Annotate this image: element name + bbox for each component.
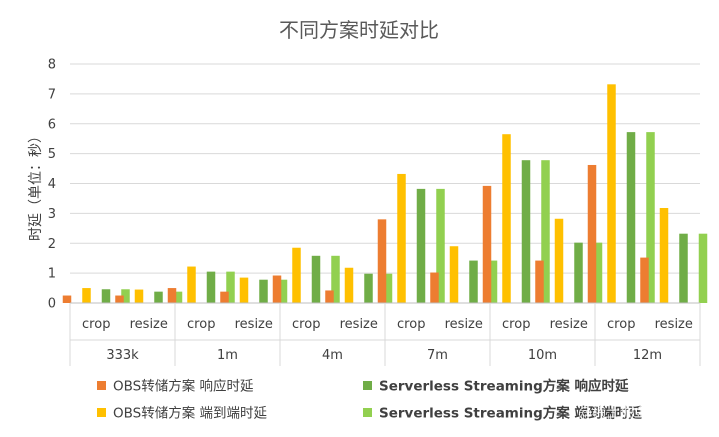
bar-4m-crop-series-4 — [331, 255, 340, 303]
y-axis-label: 时延（单位：秒） — [28, 129, 44, 241]
y-tick-label: 7 — [48, 87, 56, 102]
bar-7m-resize-series-1 — [430, 272, 439, 303]
bar-1m-resize-series-1 — [220, 291, 229, 303]
legend-label: Serverless Streaming方案 响应时延 — [379, 378, 629, 395]
y-tick-label: 6 — [48, 117, 56, 132]
bar-4m-resize-series-1 — [325, 290, 334, 303]
y-tick-label: 2 — [48, 237, 56, 252]
y-tick-label: 4 — [48, 177, 56, 192]
bar-12m-crop-series-2 — [607, 84, 616, 303]
bar-12m-crop-series-3 — [626, 132, 636, 303]
y-tick-label: 1 — [48, 267, 56, 282]
x-subcategory-label: crop — [397, 317, 425, 332]
bar-7m-resize-series-4 — [488, 260, 498, 303]
x-group-label: 7m — [427, 348, 448, 363]
legend-label: Serverless Streaming方案 端到端时延 — [379, 405, 642, 422]
bar-333k-resize-series-1 — [115, 295, 124, 303]
bar-7m-crop-series-2 — [397, 173, 406, 303]
x-subcategory-label: crop — [187, 317, 215, 332]
x-group-label: 12m — [633, 348, 662, 363]
bar-1m-crop-series-3 — [206, 271, 216, 303]
bar-7m-resize-series-3 — [469, 260, 478, 303]
bar-10m-resize-series-1 — [535, 260, 544, 303]
x-subcategory-label: crop — [292, 317, 320, 332]
bar-12m-resize-series-2 — [659, 207, 669, 303]
bar-333k-crop-series-4 — [121, 289, 130, 303]
x-subcategory-label: crop — [502, 317, 530, 332]
bar-4m-resize-series-4 — [383, 273, 393, 303]
bar-1m-crop-series-2 — [187, 266, 196, 303]
legend-label: OBS转储方案 端到端时延 — [113, 405, 268, 422]
bar-4m-crop-series-2 — [292, 247, 301, 303]
bar-7m-crop-series-3 — [416, 188, 426, 303]
x-axis: crop resize 333k crop resize 1m crop resize 4m cr… — [69, 302, 701, 366]
bar-333k-resize-series-2 — [134, 289, 144, 303]
bar-333k-resize-series-3 — [154, 291, 163, 303]
y-tick-label: 0 — [48, 297, 56, 312]
chart-title: 不同方案时延对比 — [279, 18, 439, 42]
x-subcategory-label: resize — [340, 317, 378, 332]
bar-12m-crop-series-4 — [646, 132, 655, 303]
x-group-label: 4m — [322, 348, 343, 363]
y-tick-label: 3 — [48, 207, 56, 222]
bar-1m-resize-series-2 — [239, 277, 249, 303]
bar-333k-crop-series-2 — [82, 288, 91, 303]
x-subcategory-label: crop — [82, 317, 110, 332]
bar-4m-crop-series-3 — [311, 255, 321, 303]
x-subcategory-label: resize — [445, 317, 483, 332]
bar-10m-resize-series-3 — [574, 242, 583, 303]
legend: OBS转储方案 响应时延 OBS转储方案 端到端时延 Serverless Stre… — [97, 378, 642, 422]
bar-1m-crop-series-1 — [167, 288, 177, 303]
y-axis-ticks: 0 1 2 3 4 5 6 7 8 — [48, 58, 56, 312]
bar-10m-resize-series-4 — [593, 242, 603, 303]
bar-4m-resize-series-3 — [364, 273, 373, 303]
bar-4m-crop-series-1 — [272, 275, 282, 303]
watermark-text: @稀土掘金技术社区 — [578, 405, 704, 421]
bar-7m-crop-series-1 — [377, 219, 387, 303]
y-tick-label: 5 — [48, 147, 56, 162]
bar-12m-resize-series-3 — [679, 233, 688, 303]
bars — [62, 84, 708, 303]
bar-333k-resize-series-4 — [173, 291, 183, 303]
legend-swatch — [97, 381, 106, 390]
bar-333k-crop-series-3 — [101, 289, 111, 303]
bar-7m-crop-series-4 — [436, 188, 445, 303]
legend-label: OBS转储方案 响应时延 — [113, 378, 254, 395]
bar-10m-crop-series-3 — [521, 160, 531, 303]
legend-swatch — [363, 381, 372, 390]
x-subcategory-label: resize — [130, 317, 168, 332]
x-subcategory-label: resize — [235, 317, 273, 332]
bar-10m-crop-series-2 — [502, 134, 511, 303]
x-group-label: 333k — [106, 348, 139, 363]
x-subcategory-label: resize — [550, 317, 588, 332]
bar-10m-resize-series-2 — [554, 218, 564, 303]
bar-1m-resize-series-3 — [259, 279, 268, 303]
bar-1m-resize-series-4 — [278, 279, 288, 303]
bar-10m-crop-series-4 — [541, 160, 550, 303]
x-group-label: 10m — [528, 348, 557, 363]
bar-333k-crop-series-1 — [62, 295, 72, 303]
bar-4m-resize-series-2 — [344, 267, 354, 303]
x-subcategory-label: crop — [607, 317, 635, 332]
bar-1m-crop-series-4 — [226, 271, 235, 303]
x-subcategory-label: resize — [655, 317, 693, 332]
bar-12m-resize-series-1 — [640, 257, 649, 303]
bar-10m-crop-series-1 — [482, 185, 492, 303]
legend-swatch — [97, 408, 106, 417]
bar-12m-resize-series-4 — [698, 233, 708, 303]
legend-swatch — [363, 408, 372, 417]
bar-7m-resize-series-2 — [449, 246, 459, 303]
y-tick-label: 8 — [48, 58, 56, 73]
gridlines — [70, 63, 700, 274]
x-group-label: 1m — [217, 348, 238, 363]
bar-12m-crop-series-1 — [587, 164, 597, 303]
